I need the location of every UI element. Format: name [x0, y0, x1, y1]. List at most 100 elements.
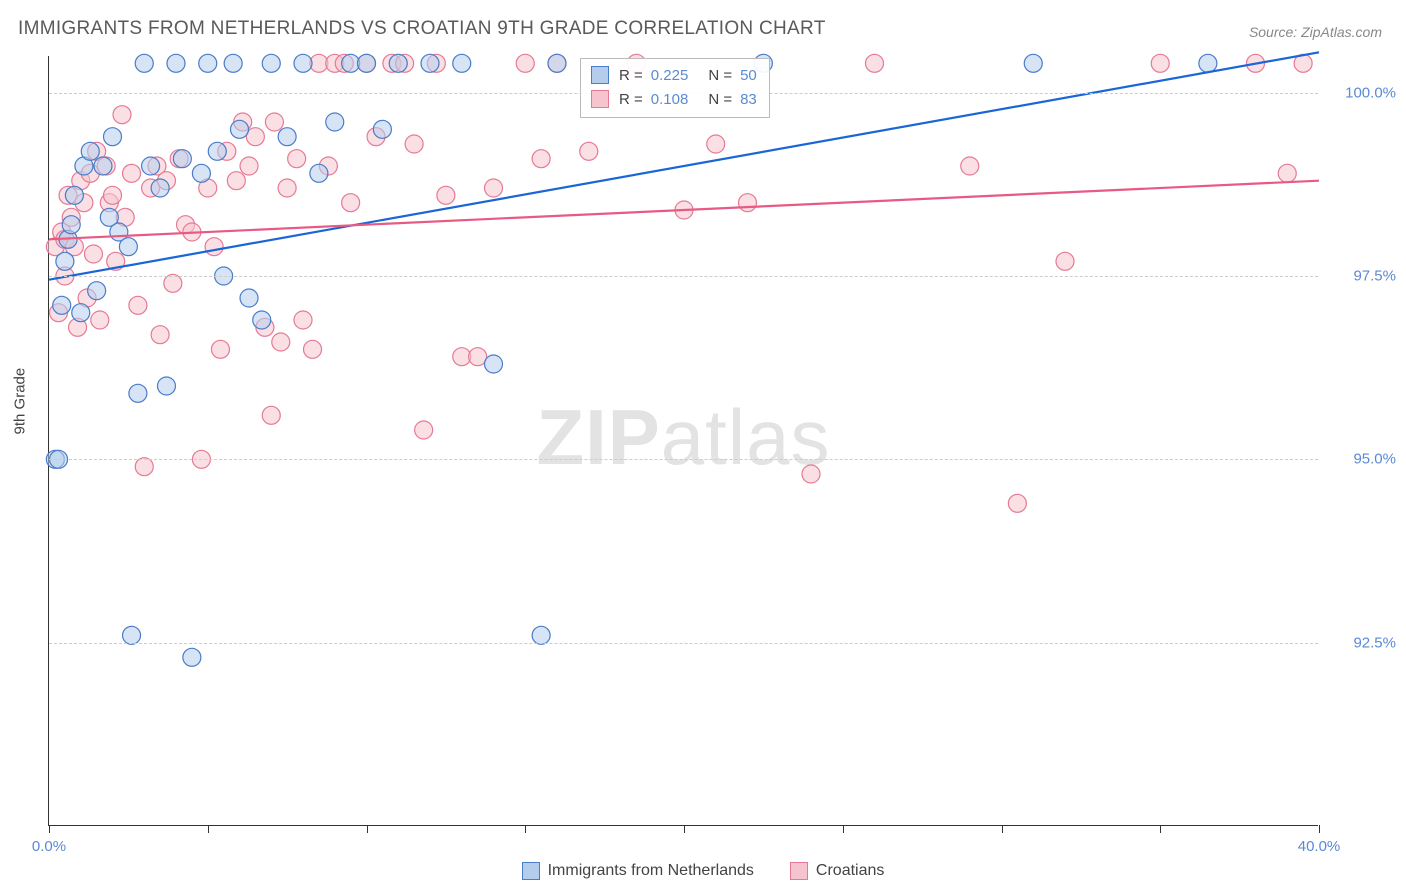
scatter-point-croatians — [113, 106, 131, 124]
x-tick — [684, 825, 685, 833]
y-tick-label: 100.0% — [1345, 84, 1396, 101]
scatter-point-netherlands — [326, 113, 344, 131]
scatter-point-croatians — [866, 54, 884, 72]
legend-n-label: N = — [708, 67, 732, 84]
x-tick — [49, 825, 50, 833]
scatter-point-netherlands — [208, 142, 226, 160]
scatter-point-netherlands — [199, 54, 217, 72]
source-attribution: Source: ZipAtlas.com — [1249, 24, 1382, 40]
scatter-point-croatians — [123, 164, 141, 182]
scatter-point-croatians — [739, 194, 757, 212]
legend-swatch-croatians-icon — [790, 862, 808, 880]
legend-row-croatians: R = 0.108 N = 83 — [591, 87, 757, 111]
y-tick-label: 92.5% — [1353, 634, 1396, 651]
scatter-point-croatians — [1056, 252, 1074, 270]
scatter-point-croatians — [278, 179, 296, 197]
legend-row-netherlands: R = 0.225 N = 50 — [591, 63, 757, 87]
scatter-point-croatians — [129, 296, 147, 314]
legend-swatch-netherlands — [591, 66, 609, 84]
scatter-point-netherlands — [358, 54, 376, 72]
scatter-point-netherlands — [253, 311, 271, 329]
x-tick-label: 0.0% — [32, 838, 66, 855]
x-tick-label: 40.0% — [1298, 838, 1341, 855]
legend-label-netherlands: Immigrants from Netherlands — [548, 862, 754, 880]
scatter-point-croatians — [265, 113, 283, 131]
scatter-point-netherlands — [151, 179, 169, 197]
scatter-point-netherlands — [1199, 54, 1217, 72]
scatter-point-croatians — [294, 311, 312, 329]
legend-swatch-croatians — [591, 90, 609, 108]
chart-svg — [49, 56, 1318, 825]
scatter-point-croatians — [272, 333, 290, 351]
gridline — [49, 276, 1318, 277]
scatter-point-croatians — [532, 150, 550, 168]
scatter-point-croatians — [227, 172, 245, 190]
scatter-point-croatians — [516, 54, 534, 72]
scatter-point-croatians — [802, 465, 820, 483]
scatter-point-netherlands — [62, 216, 80, 234]
legend-n-label: N = — [708, 91, 732, 108]
scatter-point-croatians — [707, 135, 725, 153]
legend-bottom: Immigrants from Netherlands Croatians — [0, 862, 1406, 880]
scatter-point-netherlands — [262, 54, 280, 72]
scatter-point-netherlands — [129, 384, 147, 402]
y-tick-label: 97.5% — [1353, 268, 1396, 285]
x-tick — [843, 825, 844, 833]
scatter-point-netherlands — [65, 186, 83, 204]
scatter-point-croatians — [580, 142, 598, 160]
scatter-point-croatians — [135, 458, 153, 476]
y-tick-label: 95.0% — [1353, 451, 1396, 468]
scatter-point-netherlands — [548, 54, 566, 72]
scatter-point-croatians — [104, 186, 122, 204]
scatter-point-netherlands — [88, 282, 106, 300]
scatter-point-croatians — [246, 128, 264, 146]
scatter-point-netherlands — [389, 54, 407, 72]
scatter-point-netherlands — [167, 54, 185, 72]
scatter-point-croatians — [1278, 164, 1296, 182]
scatter-point-netherlands — [485, 355, 503, 373]
scatter-point-netherlands — [183, 648, 201, 666]
scatter-point-netherlands — [192, 164, 210, 182]
scatter-point-croatians — [1008, 494, 1026, 512]
scatter-point-croatians — [288, 150, 306, 168]
legend-r-value-netherlands: 0.225 — [651, 67, 689, 84]
legend-item-netherlands: Immigrants from Netherlands — [522, 862, 754, 880]
scatter-point-croatians — [405, 135, 423, 153]
scatter-point-netherlands — [157, 377, 175, 395]
x-tick — [208, 825, 209, 833]
scatter-point-netherlands — [56, 252, 74, 270]
scatter-point-croatians — [211, 340, 229, 358]
legend-r-value-croatians: 0.108 — [651, 91, 689, 108]
y-axis-label: 9th Grade — [12, 368, 29, 435]
gridline — [49, 459, 1318, 460]
scatter-point-netherlands — [142, 157, 160, 175]
scatter-point-netherlands — [310, 164, 328, 182]
scatter-point-croatians — [961, 157, 979, 175]
legend-label-croatians: Croatians — [816, 862, 884, 880]
scatter-point-netherlands — [294, 54, 312, 72]
scatter-point-netherlands — [421, 54, 439, 72]
x-tick — [367, 825, 368, 833]
scatter-point-netherlands — [135, 54, 153, 72]
scatter-point-croatians — [262, 406, 280, 424]
scatter-point-netherlands — [119, 238, 137, 256]
scatter-point-netherlands — [72, 304, 90, 322]
legend-correlation-box: R = 0.225 N = 50 R = 0.108 N = 83 — [580, 58, 770, 118]
legend-swatch-netherlands-icon — [522, 862, 540, 880]
scatter-point-croatians — [415, 421, 433, 439]
scatter-point-netherlands — [278, 128, 296, 146]
scatter-point-netherlands — [231, 120, 249, 138]
scatter-point-netherlands — [532, 626, 550, 644]
scatter-point-croatians — [164, 274, 182, 292]
legend-r-label: R = — [619, 91, 643, 108]
x-tick — [1319, 825, 1320, 833]
x-tick — [525, 825, 526, 833]
scatter-point-netherlands — [104, 128, 122, 146]
x-tick — [1002, 825, 1003, 833]
scatter-point-netherlands — [373, 120, 391, 138]
scatter-point-croatians — [84, 245, 102, 263]
scatter-point-croatians — [1151, 54, 1169, 72]
legend-n-value-croatians: 83 — [740, 91, 757, 108]
legend-n-value-netherlands: 50 — [740, 67, 757, 84]
scatter-point-netherlands — [123, 626, 141, 644]
